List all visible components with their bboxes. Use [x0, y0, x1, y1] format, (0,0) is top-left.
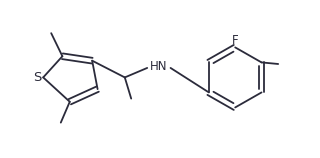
Text: HN: HN [150, 60, 167, 73]
Text: F: F [232, 34, 238, 47]
Text: S: S [33, 71, 42, 84]
